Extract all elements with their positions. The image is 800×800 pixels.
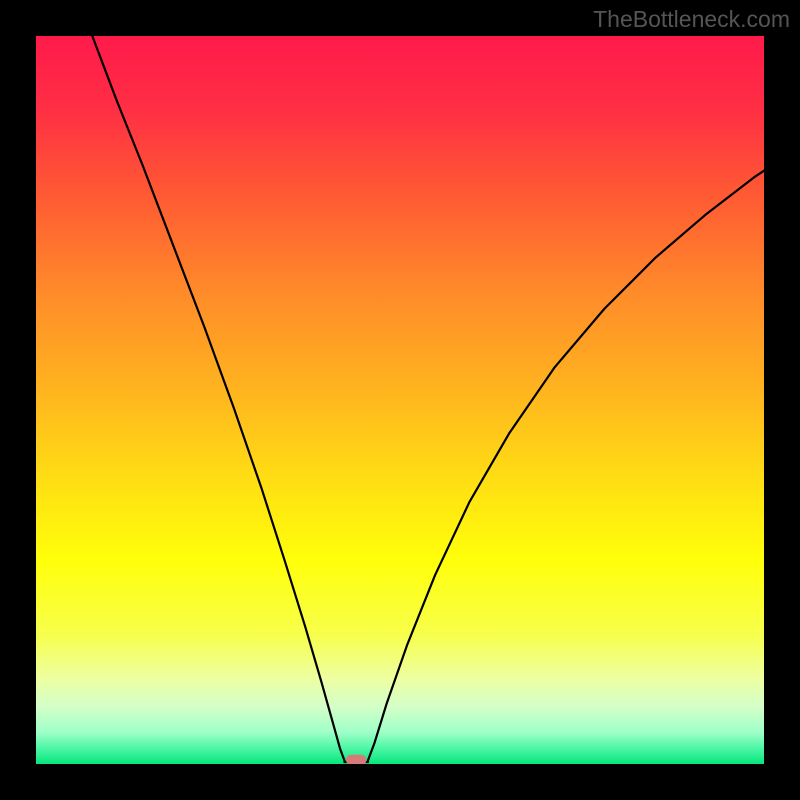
watermark-text: TheBottleneck.com	[593, 6, 790, 33]
minimum-marker	[346, 755, 366, 765]
bottleneck-chart: TheBottleneck.com	[0, 0, 800, 800]
chart-svg	[0, 0, 800, 800]
plot-area	[35, 35, 765, 765]
gradient-background	[35, 35, 765, 765]
